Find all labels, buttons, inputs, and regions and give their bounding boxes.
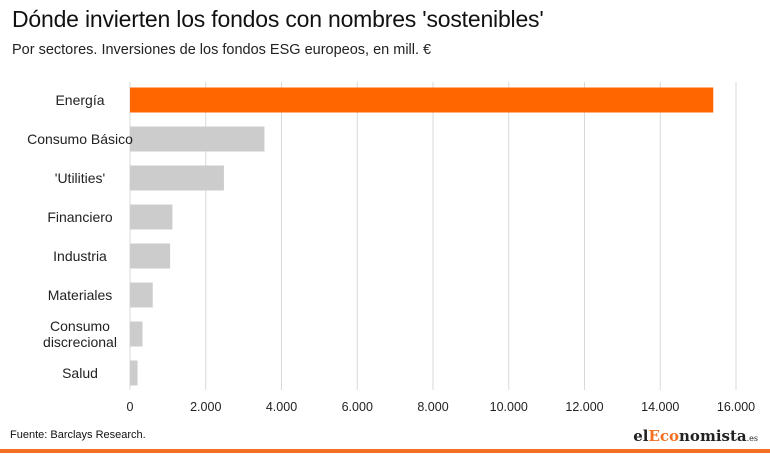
- logo-accent: Eco: [648, 427, 680, 445]
- category-label: Consumo Básico: [27, 131, 133, 147]
- chart-subtitle: Por sectores. Inversiones de los fondos …: [12, 42, 432, 58]
- category-label: discrecional: [43, 334, 117, 350]
- x-tick-label: 12.000: [565, 400, 603, 414]
- bar-0: [130, 87, 714, 113]
- source-note: Fuente: Barclays Research.: [10, 429, 146, 441]
- x-tick-label: 14.000: [641, 400, 679, 414]
- x-tick-label: 10.000: [490, 400, 528, 414]
- bar-6: [130, 321, 143, 347]
- logo-rest: nomista: [679, 427, 747, 445]
- bar-2: [130, 165, 224, 191]
- x-tick-label: 2.000: [190, 400, 221, 414]
- bar-3: [130, 204, 173, 230]
- category-label: Salud: [62, 365, 98, 381]
- category-label: 'Utilities': [55, 170, 105, 186]
- bar-1: [130, 126, 265, 152]
- category-label: Financiero: [47, 209, 113, 225]
- bar-5: [130, 282, 153, 308]
- category-label: Consumo: [50, 318, 110, 334]
- chart-title: Dónde invierten los fondos con nombres '…: [12, 6, 544, 32]
- bar-7: [130, 360, 138, 386]
- logo-suffix: .es: [746, 434, 758, 443]
- bottom-rule: [0, 449, 770, 453]
- x-tick-label: 8.000: [417, 400, 448, 414]
- publisher-logo: elEconomista.es: [633, 427, 758, 445]
- x-tick-label: 4.000: [266, 400, 297, 414]
- category-label: Energía: [55, 92, 104, 108]
- category-label: Materiales: [48, 287, 113, 303]
- bar-4: [130, 243, 171, 269]
- x-tick-label: 0: [127, 400, 134, 414]
- x-tick-label: 16.000: [717, 400, 755, 414]
- category-label: Industria: [53, 248, 107, 264]
- x-tick-label: 6.000: [342, 400, 373, 414]
- logo-prefix: el: [633, 427, 649, 445]
